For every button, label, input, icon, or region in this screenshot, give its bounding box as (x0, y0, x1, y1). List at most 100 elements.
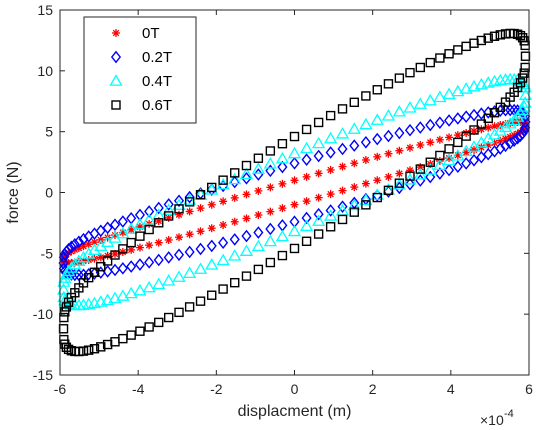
y-tick-label: -10 (33, 306, 53, 322)
data-point-0.2T (444, 114, 455, 127)
data-point-0T (290, 176, 299, 185)
data-point-0.6T (372, 192, 382, 203)
data-point-0T (484, 123, 493, 132)
data-point-0.6T (289, 243, 300, 254)
data-point-0.2T (218, 236, 229, 250)
data-point-0.6T (515, 78, 526, 88)
data-point-0.2T (468, 108, 480, 122)
data-point-0.2T (372, 132, 383, 146)
data-point-0.6T (444, 144, 454, 154)
data-point-0.4T (370, 188, 384, 200)
data-point-0.4T (142, 213, 156, 225)
data-point-0T (254, 211, 263, 220)
data-point-0.4T (82, 247, 96, 259)
data-point-0.6T (265, 146, 276, 156)
data-point-0T (290, 200, 299, 209)
data-point-0.6T (415, 62, 426, 73)
data-point-0.2T (229, 233, 240, 246)
data-point-0.6T (349, 207, 359, 217)
data-point-0T (361, 179, 370, 188)
data-point-0.4T (467, 79, 481, 92)
data-point-0.4T (94, 239, 108, 252)
data-point-0.2T (126, 260, 137, 273)
data-point-0.6T (325, 222, 336, 232)
data-point-0.4T (251, 162, 265, 174)
data-point-0.6T (83, 272, 94, 283)
data-point-0.4T (299, 141, 314, 154)
data-point-0T (230, 217, 239, 226)
data-point-0.4T (324, 131, 338, 144)
data-point-0.2T (425, 118, 436, 132)
data-point-0T (338, 186, 347, 195)
data-point-0.2T (184, 245, 195, 259)
data-point-0.6T (277, 139, 288, 149)
data-point-0.2T (89, 227, 100, 240)
data-point-0.6T (218, 175, 228, 185)
data-point-0.2T (102, 221, 113, 235)
data-point-0T (314, 193, 323, 202)
data-point-0.6T (495, 30, 506, 40)
data-point-0T (196, 204, 205, 213)
data-point-0.6T (313, 229, 324, 239)
data-point-0.6T (425, 157, 435, 167)
data-point-0.2T (144, 256, 155, 269)
data-point-0.6T (218, 284, 228, 294)
data-point-0.6T (61, 302, 72, 312)
data-point-0.4T (498, 120, 513, 133)
data-point-0T (416, 141, 425, 150)
data-point-0.6T (78, 346, 89, 356)
data-point-0.4T (433, 90, 447, 103)
data-point-0.6T (415, 164, 426, 174)
legend-label-0.2T: 0.2T (142, 49, 172, 66)
data-point-0T (145, 241, 154, 250)
data-point-0.6T (469, 125, 479, 135)
data-point-0.6T (483, 33, 493, 43)
data-point-0.4T (518, 96, 532, 108)
data-point-0.4T (423, 93, 437, 106)
data-point-0.6T (144, 224, 154, 235)
data-point-0.4T (251, 239, 265, 252)
data-point-0.6T (435, 150, 445, 161)
data-point-0.6T (83, 345, 94, 355)
data-point-0.6T (349, 97, 359, 108)
data-point-0.2T (452, 112, 463, 125)
x-tick-label: 2 (369, 381, 377, 397)
data-point-0.6T (126, 330, 136, 340)
data-point-0.2T (61, 266, 72, 280)
data-point-0T (135, 222, 144, 231)
data-point-0T (266, 183, 275, 192)
y-tick-label: -5 (41, 245, 54, 261)
data-point-0.2T (476, 107, 487, 120)
legend-markers (109, 29, 123, 110)
data-point-0.2T (325, 146, 336, 159)
data-point-0T (278, 204, 287, 213)
data-point-0.6T (476, 119, 487, 129)
data-point-0.4T (275, 229, 290, 242)
data-point-0.2T (144, 205, 155, 218)
data-point-0.6T (461, 131, 471, 141)
data-point-0.6T (500, 29, 511, 39)
data-point-0.4T (183, 193, 197, 205)
data-point-0.4T (413, 97, 427, 109)
data-point-0.2T (265, 222, 276, 236)
data-point-0.6T (184, 197, 195, 207)
data-point-0T (395, 169, 404, 178)
data-series-layer (56, 28, 533, 357)
data-point-0.6T (195, 296, 206, 306)
data-point-0.4T (413, 168, 427, 180)
data-point-0.2T (78, 232, 89, 246)
data-point-0T (219, 221, 228, 230)
data-point-0.2T (195, 242, 206, 256)
data-point-0.6T (60, 307, 70, 317)
data-point-0.4T (481, 131, 495, 144)
data-point-0T (326, 190, 335, 199)
data-point-0.2T (394, 181, 405, 195)
data-point-0.2T (394, 126, 405, 140)
data-point-0.4T (474, 77, 488, 90)
data-point-0.2T (337, 142, 348, 156)
y-tick-label: 5 (45, 124, 53, 140)
data-point-0.2T (360, 135, 371, 149)
data-point-0.4T (423, 163, 437, 175)
legend-marker-0.2T (110, 50, 122, 64)
